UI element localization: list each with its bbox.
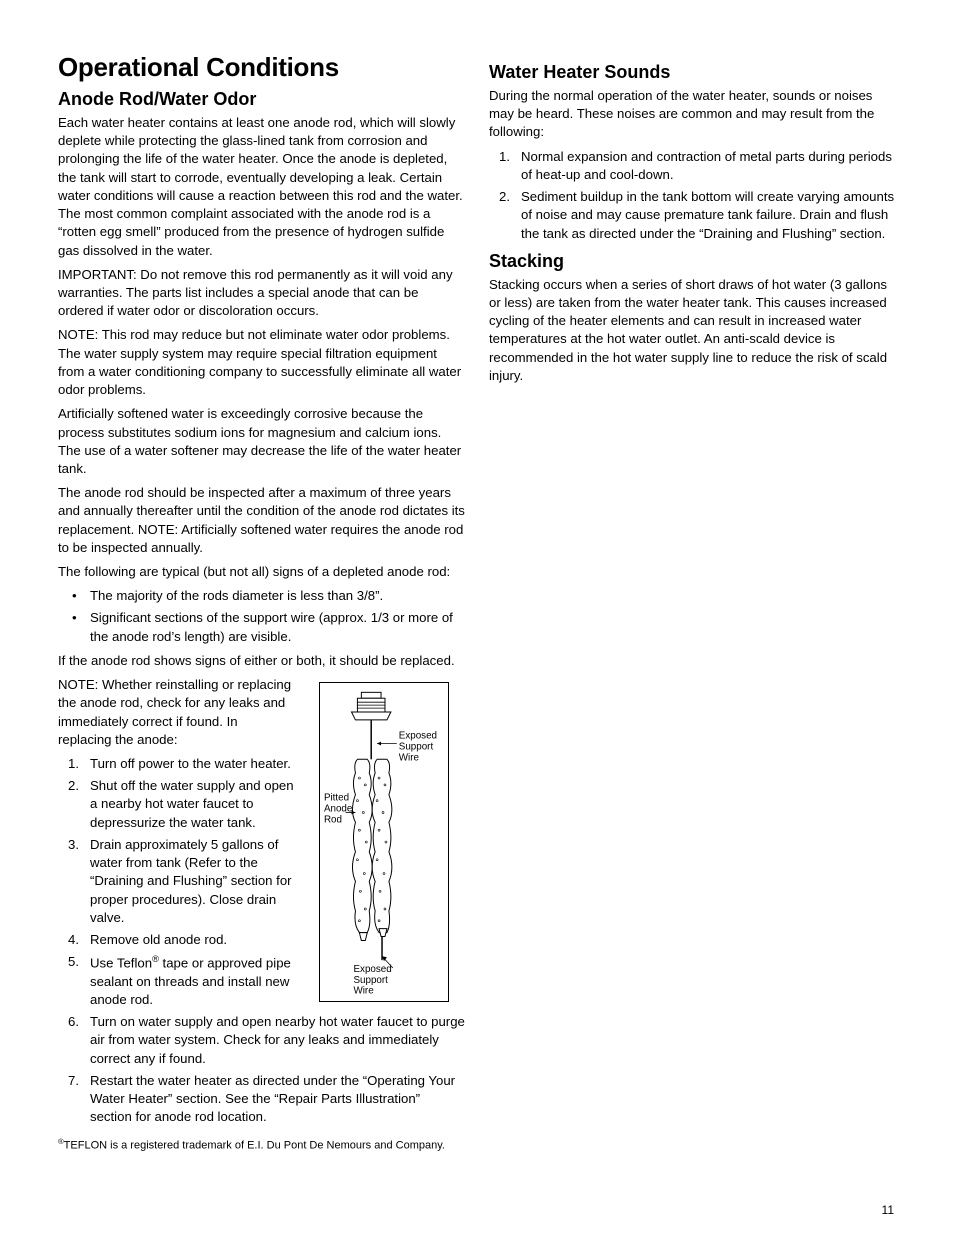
- page-number: 11: [882, 1203, 894, 1217]
- para: During the normal operation of the water…: [489, 87, 896, 142]
- list-item: Drain approximately 5 gallons of water f…: [58, 836, 294, 927]
- fig-label: Exposed: [398, 731, 436, 742]
- svg-text:PittedAnodeRod: PittedAnodeRod: [323, 793, 352, 826]
- left-column: Operational Conditions Anode Rod/Water O…: [58, 52, 465, 1159]
- para: The following are typical (but not all) …: [58, 563, 465, 581]
- reg-mark: ®: [152, 954, 159, 964]
- note-and-figure: NOTE: Whether reinstalling or replacing …: [58, 676, 465, 1013]
- list-item: Turn off power to the water heater.: [58, 755, 294, 773]
- step5-pre: Use Teflon: [90, 956, 152, 971]
- list-item: Use Teflon® tape or approved pipe sealan…: [58, 953, 294, 1009]
- para: Artificially softened water is exceeding…: [58, 405, 465, 478]
- sounds-list: Normal expansion and contraction of meta…: [489, 148, 896, 243]
- para: Each water heater contains at least one …: [58, 114, 465, 260]
- figure-side: ExposedSupportWire: [302, 676, 465, 1002]
- para: If the anode rod shows signs of either o…: [58, 652, 465, 670]
- right-column: Water Heater Sounds During the normal op…: [489, 52, 896, 1159]
- list-item: Sediment buildup in the tank bottom will…: [489, 188, 896, 243]
- para: NOTE: This rod may reduce but not elimin…: [58, 326, 465, 399]
- anode-heading: Anode Rod/Water Odor: [58, 89, 465, 110]
- replace-steps-list-cont: Turn on water supply and open nearby hot…: [58, 1013, 465, 1126]
- footnote-text: TEFLON is a registered trademark of E.I.…: [64, 1139, 445, 1151]
- list-item: The majority of the rods diameter is les…: [58, 587, 465, 605]
- depleted-signs-list: The majority of the rods diameter is les…: [58, 587, 465, 646]
- replace-steps-list: Turn off power to the water heater. Shut…: [58, 755, 294, 1009]
- para: The anode rod should be inspected after …: [58, 484, 465, 557]
- para: NOTE: Whether reinstalling or replacing …: [58, 676, 294, 749]
- stacking-heading: Stacking: [489, 251, 896, 272]
- para: IMPORTANT: Do not remove this rod perman…: [58, 266, 465, 321]
- anode-rod-diagram: ExposedSupportWire: [319, 682, 449, 1002]
- teflon-footnote: ®TEFLON is a registered trademark of E.I…: [58, 1137, 465, 1154]
- svg-text:ExposedSupportWire: ExposedSupportWire: [353, 964, 391, 997]
- list-item: Remove old anode rod.: [58, 931, 294, 949]
- list-item: Significant sections of the support wire…: [58, 609, 465, 645]
- main-title: Operational Conditions: [58, 52, 465, 83]
- svg-text:ExposedSupportWire: ExposedSupportWire: [398, 731, 436, 764]
- sounds-heading: Water Heater Sounds: [489, 62, 896, 83]
- list-item: Normal expansion and contraction of meta…: [489, 148, 896, 184]
- para: Stacking occurs when a series of short d…: [489, 276, 896, 385]
- note-text-side: NOTE: Whether reinstalling or replacing …: [58, 676, 294, 1013]
- list-item: Turn on water supply and open nearby hot…: [58, 1013, 465, 1068]
- page-content: Operational Conditions Anode Rod/Water O…: [58, 52, 896, 1159]
- list-item: Shut off the water supply and open a nea…: [58, 777, 294, 832]
- list-item: Restart the water heater as directed und…: [58, 1072, 465, 1127]
